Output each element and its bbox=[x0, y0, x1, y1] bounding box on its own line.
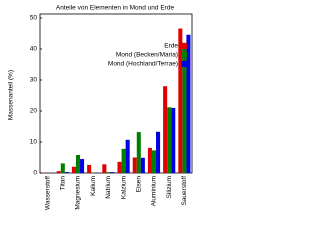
bar bbox=[167, 107, 172, 173]
bar bbox=[80, 159, 85, 173]
bar bbox=[60, 163, 65, 173]
bar bbox=[178, 28, 183, 174]
bar bbox=[71, 166, 76, 173]
bar bbox=[110, 172, 115, 173]
x-tick-label: Natrium bbox=[105, 176, 112, 199]
legend-swatch bbox=[181, 61, 187, 67]
bar bbox=[117, 161, 122, 173]
bar bbox=[121, 148, 126, 173]
x-tick-label: Kalzium bbox=[120, 176, 127, 199]
chart: Anteile von Elementen in Mond und Erde M… bbox=[8, 5, 193, 210]
y-axis-label: Massenanteil (%) bbox=[8, 70, 15, 120]
bar bbox=[140, 157, 145, 173]
bar bbox=[147, 147, 152, 173]
y-tick-label: 30 bbox=[30, 77, 38, 84]
plot-frame bbox=[39, 13, 193, 174]
legend-swatch bbox=[181, 52, 187, 58]
x-tick-label: Sauerstoff bbox=[181, 176, 188, 206]
bar bbox=[136, 132, 141, 173]
y-tick-label: 0 bbox=[33, 170, 37, 177]
legend-label: Mond (Hochland/Terrae) bbox=[108, 61, 178, 68]
chart-title: Anteile von Elementen in Mond und Erde bbox=[56, 5, 175, 12]
y-tick-label: 20 bbox=[30, 108, 38, 115]
x-tick-label: Kalium bbox=[90, 176, 97, 196]
bar bbox=[56, 171, 61, 173]
y-tick-label: 10 bbox=[30, 139, 38, 146]
x-tick-label: Aluminium bbox=[151, 176, 158, 206]
x-tick-label: Eisen bbox=[136, 176, 143, 193]
bar bbox=[75, 155, 81, 173]
x-tick-label: Wasserstoff bbox=[44, 176, 51, 210]
bar bbox=[87, 164, 92, 173]
legend-swatch bbox=[181, 43, 187, 49]
x-tick-label: Titan bbox=[60, 176, 67, 191]
x-tick-label: Silizium bbox=[166, 176, 173, 198]
y-tick-label: 50 bbox=[30, 15, 38, 22]
y-tick-label: 40 bbox=[30, 46, 38, 53]
bar bbox=[106, 172, 111, 173]
bar bbox=[151, 150, 157, 173]
bar bbox=[186, 34, 191, 173]
bar bbox=[156, 131, 161, 173]
x-tick-label: Magnesium bbox=[75, 176, 82, 210]
bar bbox=[125, 139, 130, 173]
bar bbox=[171, 107, 176, 173]
bar bbox=[102, 164, 107, 173]
bar bbox=[163, 86, 168, 173]
bar bbox=[182, 42, 187, 173]
bar bbox=[132, 157, 137, 173]
legend-label: Mond (Becken/Maria) bbox=[116, 52, 178, 59]
legend-label: Erde bbox=[164, 43, 178, 50]
bar bbox=[64, 172, 69, 173]
